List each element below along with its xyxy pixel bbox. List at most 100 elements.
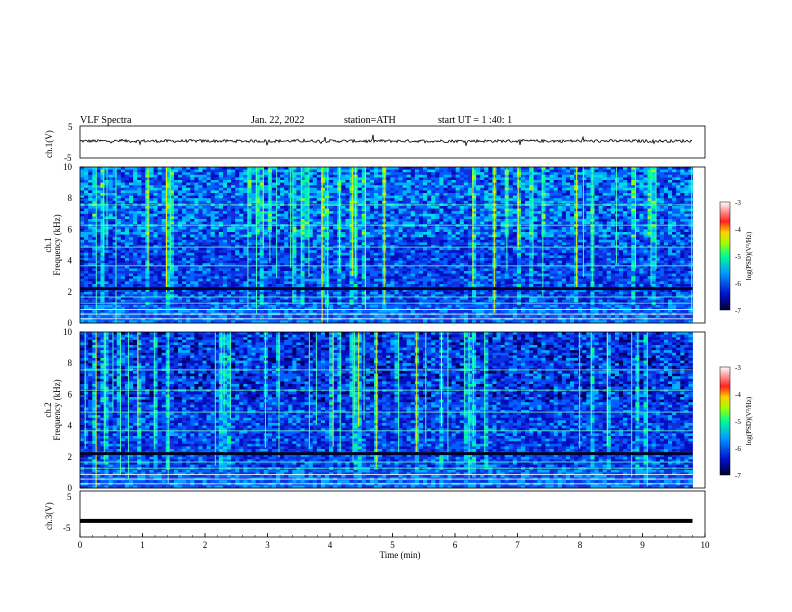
- spectrogram-cell: [672, 182, 677, 186]
- spectrogram-cell: [414, 180, 420, 183]
- spectrogram-cell: [141, 177, 146, 181]
- spectrogram-cell: [247, 250, 252, 254]
- spectrogram-cell: [418, 193, 424, 196]
- spectrogram-cell: [235, 208, 240, 212]
- spectrogram-cell: [96, 187, 101, 191]
- spectrogram-cell: [553, 180, 559, 183]
- spectrogram-cell: [312, 250, 318, 254]
- spectrogram-cell: [186, 198, 191, 202]
- spectrogram-cell: [565, 180, 571, 183]
- spectrogram-cell: [312, 174, 318, 178]
- spectrogram-cell: [227, 208, 232, 212]
- spectrogram-cell: [329, 211, 334, 215]
- spectrogram-cell: [341, 193, 346, 196]
- spectrogram-cell: [378, 190, 383, 194]
- spectrogram-cell: [414, 190, 420, 194]
- spectrogram-cell: [194, 219, 199, 222]
- spectrogram-cell: [598, 174, 604, 178]
- spectrogram-cell: [676, 206, 681, 209]
- spectrogram-cell: [108, 219, 114, 222]
- spectrogram-cell: [545, 182, 550, 186]
- spectrogram-cell: [308, 169, 314, 173]
- spectrogram-cell: [374, 185, 379, 189]
- spectrogram-cell: [610, 174, 616, 178]
- spectrogram-cell: [296, 239, 301, 243]
- spectrogram-cell: [668, 226, 673, 230]
- spectrogram-cell: [549, 185, 555, 189]
- spectrogram-cell: [231, 219, 236, 222]
- spectrogram-cell: [606, 195, 612, 199]
- spectrogram-cell: [525, 193, 530, 196]
- spectrogram-cell: [651, 229, 657, 233]
- spectrogram-cell: [545, 193, 550, 196]
- spectrogram-cell: [320, 229, 326, 233]
- spectrogram-cell: [553, 237, 559, 241]
- spectrogram-cell: [582, 219, 587, 222]
- spectrogram-cell: [635, 174, 640, 178]
- spectrogram-cell: [222, 200, 228, 204]
- spectrogram-cell: [545, 247, 550, 251]
- spectrogram-cell: [570, 190, 575, 194]
- spectrogram-cell: [512, 193, 518, 196]
- spectrogram-cell: [643, 229, 648, 233]
- spectrogram-cell: [394, 185, 399, 189]
- spectrogram-cell: [602, 198, 608, 202]
- spectrogram-cell: [133, 169, 138, 173]
- spectrogram-cell: [133, 216, 138, 220]
- spectrogram-cell: [157, 226, 163, 230]
- spectrogram-cell: [496, 172, 501, 176]
- spectrogram-cell: [459, 193, 465, 196]
- spectrogram-cell: [598, 245, 604, 248]
- spectrogram-cell: [394, 190, 399, 194]
- spectrogram-cell: [529, 167, 534, 170]
- spectrogram-cell: [659, 172, 665, 176]
- spectrogram-cell: [214, 195, 220, 199]
- spectrogram-cell: [476, 221, 481, 225]
- spectrogram-cell: [345, 174, 350, 178]
- spectrogram-cell: [341, 219, 346, 222]
- spectrogram-cell: [300, 229, 305, 233]
- spectrogram-cell: [304, 185, 310, 189]
- spectrogram-cell: [182, 200, 187, 204]
- spectrogram-cell: [467, 219, 473, 222]
- spectrogram-cell: [206, 182, 212, 186]
- spectrogram-cell: [320, 232, 326, 235]
- spectrogram-cell: [427, 172, 432, 176]
- spectrogram-cell: [623, 232, 628, 235]
- spectrogram-cell: [561, 232, 567, 235]
- spectrogram-cell: [672, 200, 677, 204]
- spectrogram-cell: [141, 232, 146, 235]
- spectrogram-cell: [169, 245, 175, 248]
- spectrogram-cell: [610, 172, 616, 176]
- spectrogram-cell: [561, 180, 567, 183]
- spectrogram-cell: [410, 226, 416, 230]
- spectrogram-cell: [439, 177, 444, 181]
- spectrogram-cell: [427, 211, 432, 215]
- spectrogram-cell: [614, 195, 620, 199]
- spectrogram-cell: [218, 177, 224, 181]
- spectrogram-cell: [165, 213, 171, 217]
- spectrogram-cell: [374, 242, 379, 246]
- spectrogram-cell: [668, 247, 673, 251]
- spectrogram-cell: [120, 177, 126, 181]
- spectrogram-cell: [647, 237, 653, 241]
- spectrogram-cell: [210, 232, 216, 235]
- spectrogram-cell: [680, 232, 685, 235]
- spectrogram-cell: [431, 247, 436, 251]
- spectrogram-cell: [639, 177, 644, 181]
- spectrogram-cell: [537, 200, 542, 204]
- spectrogram-cell: [280, 206, 285, 209]
- spectrogram-cell: [480, 213, 485, 217]
- spectrogram-cell: [406, 174, 412, 178]
- spectrogram-cell: [606, 216, 612, 220]
- spectrogram-cell: [198, 252, 203, 256]
- spectrogram-cell: [647, 232, 653, 235]
- spectrogram-cell: [341, 206, 346, 209]
- spectrogram-cell: [447, 216, 452, 220]
- spectrogram-cell: [276, 232, 281, 235]
- spectrogram-cell: [271, 221, 277, 225]
- spectrogram-cell: [222, 195, 228, 199]
- spectrogram-cell: [651, 177, 657, 181]
- spectrogram-cell: [100, 242, 105, 246]
- spectrogram-cell: [565, 221, 571, 225]
